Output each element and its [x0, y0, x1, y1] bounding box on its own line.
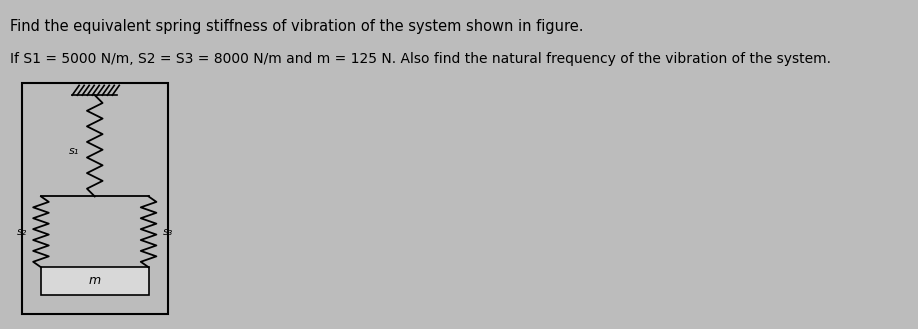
Text: Find the equivalent spring stiffness of vibration of the system shown in figure.: Find the equivalent spring stiffness of … [10, 18, 583, 34]
Bar [22, 83, 168, 315]
Text: s₁: s₁ [69, 146, 79, 156]
Text: s₃: s₃ [162, 227, 173, 237]
Text: m: m [89, 274, 101, 288]
Bar [41, 267, 149, 295]
Text: s₂: s₂ [17, 227, 27, 237]
Text: If S1 = 5000 N/m, S2 = S3 = 8000 N/m and m = 125 N. Also find the natural freque: If S1 = 5000 N/m, S2 = S3 = 8000 N/m and… [10, 52, 831, 66]
